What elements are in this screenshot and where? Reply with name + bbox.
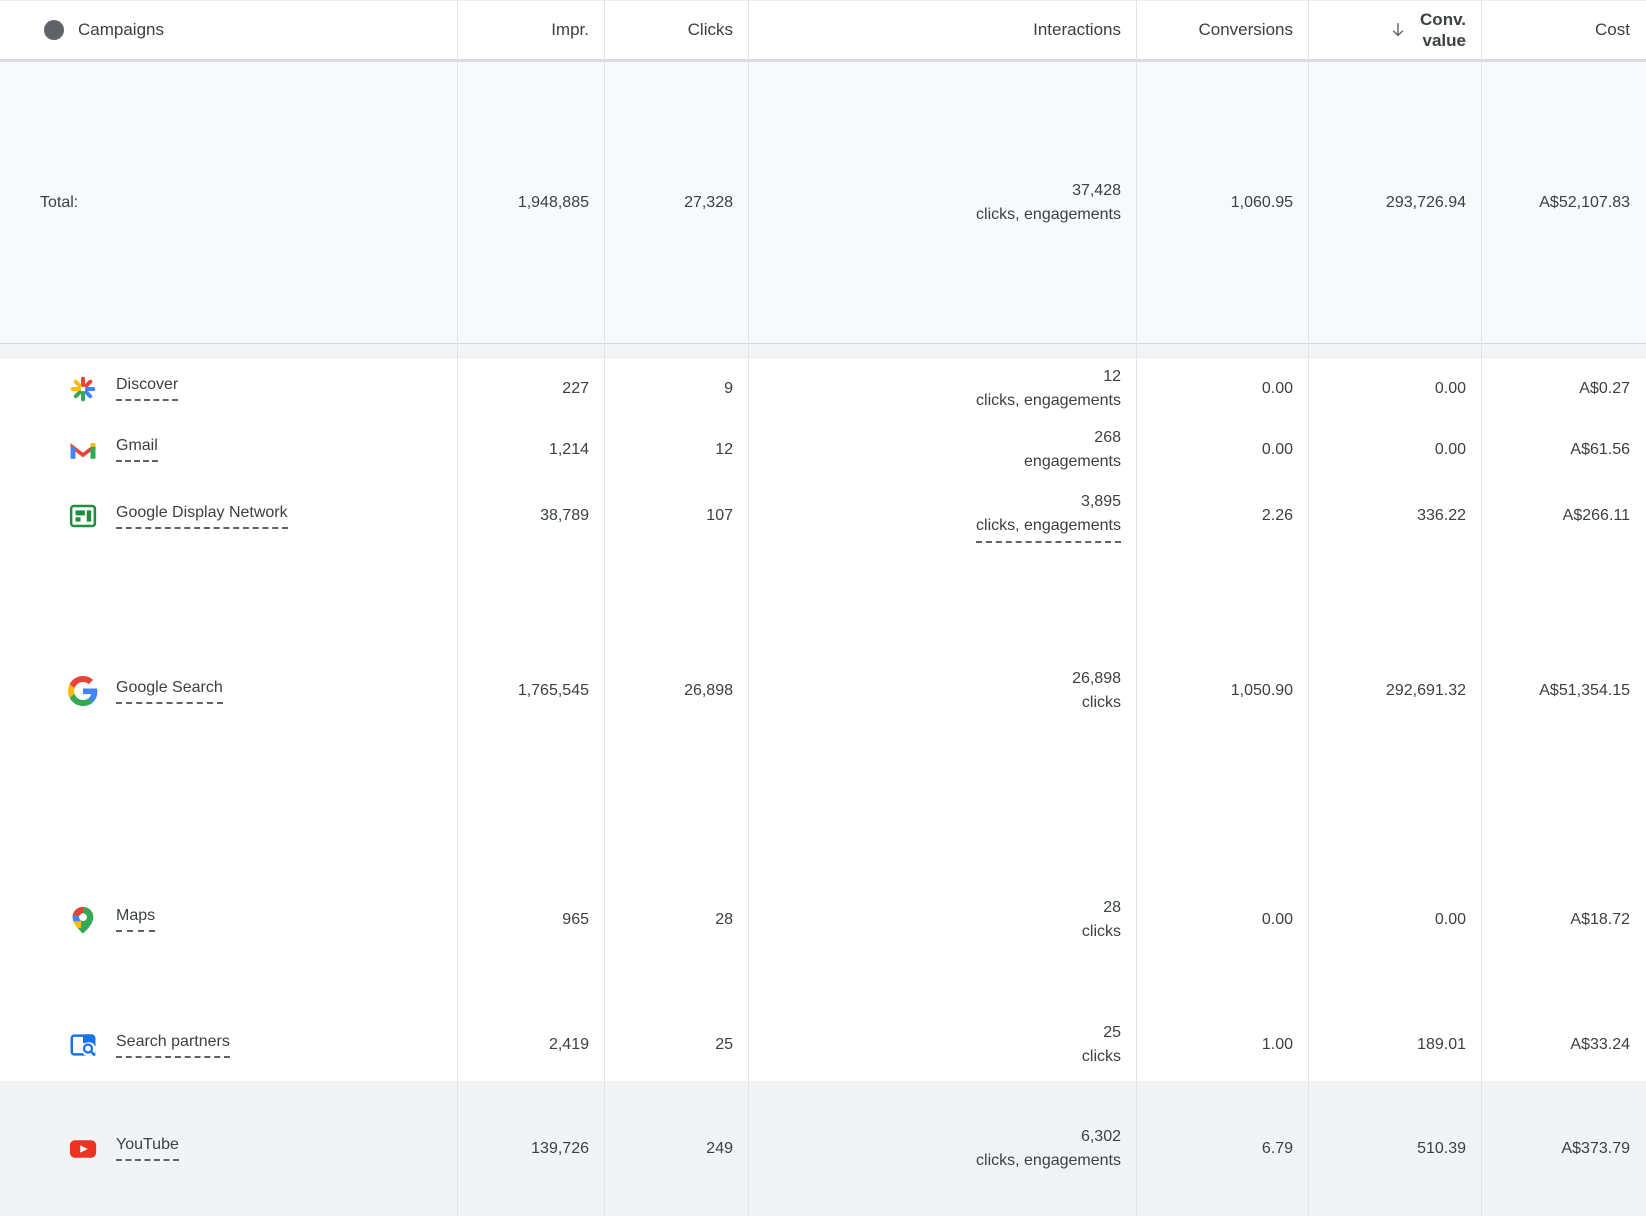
cost-value: A$51,354.15	[1539, 682, 1630, 699]
column-divider	[457, 0, 458, 1216]
network-cell: Gmail	[0, 419, 458, 480]
impressions-value: 2,419	[548, 1036, 589, 1053]
google-maps-icon	[68, 905, 98, 935]
interactions-value: 3,895 clicks, engagements	[749, 480, 1137, 552]
clicks-value: 249	[706, 1139, 733, 1157]
conversions-value: 2.26	[1261, 507, 1293, 524]
conv-value-value: 292,691.32	[1385, 682, 1466, 699]
conv-value-value: 0.00	[1434, 440, 1466, 458]
gmail-icon	[68, 435, 98, 465]
impressions-value: 139,726	[531, 1139, 589, 1157]
impressions-value: 227	[562, 379, 589, 397]
network-cell: YouTube	[0, 1081, 458, 1216]
clicks-value: 107	[706, 507, 733, 524]
total-conversions: 1,060.95	[1230, 193, 1293, 211]
total-cost: A$52,107.83	[1539, 193, 1630, 211]
interactions-detail-link[interactable]: clicks, engagements	[976, 514, 1121, 543]
total-row: Total: 1,948,885 27,328 37,428 clicks, e…	[0, 62, 1646, 343]
cost-value: A$61.56	[1570, 440, 1630, 458]
clicks-value: 25	[715, 1036, 733, 1053]
impressions-value: 1,765,545	[517, 682, 589, 699]
network-cell: Discover	[0, 358, 458, 419]
conversions-value: 0.00	[1261, 910, 1293, 928]
header-clicks[interactable]: Clicks	[687, 20, 733, 39]
header-conversions[interactable]: Conversions	[1198, 20, 1294, 39]
cost-value: A$373.79	[1561, 1139, 1630, 1157]
column-divider	[604, 0, 605, 1216]
column-divider	[1481, 0, 1482, 1216]
header-cost[interactable]: Cost	[1595, 20, 1630, 39]
network-link[interactable]: Google Display Network	[116, 504, 288, 529]
table-row-discover: Discover 227 9 12 clicks, engagements 0.…	[0, 358, 1646, 419]
conversions-value: 1,050.90	[1230, 682, 1293, 699]
conv-value-value: 0.00	[1434, 379, 1466, 397]
arrow-down-icon	[1388, 20, 1408, 40]
cost-value: A$33.24	[1570, 1036, 1630, 1053]
network-cell: Google Display Network	[0, 480, 458, 552]
discover-icon	[68, 374, 98, 404]
interactions-value: 12 clicks, engagements	[976, 367, 1121, 409]
network-cell: Google Search	[0, 552, 458, 830]
table-header: Campaigns Impr. Clicks Interactions Conv…	[0, 0, 1646, 62]
interactions-value: 28 clicks	[1081, 898, 1121, 940]
column-divider	[1308, 0, 1309, 1216]
conv-value-value: 189.01	[1417, 1036, 1466, 1053]
header-conv-value[interactable]: Conv. value	[1309, 1, 1482, 59]
header-impressions[interactable]: Impr.	[551, 20, 589, 39]
total-interactions: 37,428 clicks, engagements	[976, 181, 1121, 223]
table-row-google-search: Google Search 1,765,545 26,898 26,898 cl…	[0, 552, 1646, 830]
column-divider	[748, 0, 749, 1216]
conversions-value: 1.00	[1261, 1036, 1293, 1053]
network-cell: Maps	[0, 830, 458, 1009]
network-link[interactable]: Discover	[116, 376, 179, 401]
conv-value-value: 510.39	[1417, 1139, 1466, 1157]
network-link[interactable]: Search partners	[116, 1033, 230, 1058]
cost-value: A$266.11	[1562, 507, 1630, 524]
table-row-gmail: Gmail 1,214 12 268 engagements 0.00 0.00…	[0, 419, 1646, 480]
table-row-google-display-network: Google Display Network 38,789 107 3,895 …	[0, 480, 1646, 552]
interactions-value: 6,302 clicks, engagements	[976, 1127, 1121, 1169]
network-cell: Search partners	[0, 1009, 458, 1081]
network-link[interactable]: Gmail	[116, 437, 158, 462]
total-clicks: 27,328	[684, 193, 733, 211]
interactions-value: 25 clicks	[1081, 1024, 1121, 1065]
conv-value-value: 0.00	[1434, 910, 1466, 928]
header-campaigns[interactable]: Campaigns	[0, 1, 458, 59]
total-label: Total:	[40, 193, 79, 211]
cost-value: A$0.27	[1579, 379, 1630, 397]
clicks-value: 12	[715, 440, 733, 458]
column-divider	[1136, 0, 1137, 1216]
conv-value-header-label: Conv. value	[1420, 10, 1466, 50]
cost-value: A$18.72	[1570, 910, 1630, 928]
search-partners-icon	[68, 1030, 98, 1060]
network-link[interactable]: Maps	[116, 907, 156, 932]
circle-icon	[44, 20, 64, 40]
total-impressions: 1,948,885	[517, 193, 589, 211]
table-row-search-partners: Search partners 2,419 25 25 clicks 1.00 …	[0, 1009, 1646, 1081]
impressions-value: 965	[562, 910, 589, 928]
google-display-network-icon	[68, 501, 98, 531]
network-link[interactable]: Google Search	[116, 679, 223, 704]
section-divider	[0, 343, 1646, 358]
interactions-value: 268 engagements	[1024, 428, 1121, 470]
network-link[interactable]: YouTube	[116, 1136, 179, 1161]
conversions-value: 6.79	[1261, 1139, 1293, 1157]
google-search-icon	[68, 676, 98, 706]
campaigns-header-label: Campaigns	[78, 20, 164, 39]
header-interactions[interactable]: Interactions	[1033, 20, 1121, 39]
total-conv-value: 293,726.94	[1385, 193, 1466, 211]
clicks-value: 26,898	[684, 682, 733, 699]
conv-value-value: 336.22	[1417, 507, 1466, 524]
table-row-maps: Maps 965 28 28 clicks 0.00 0.00 A$18.72	[0, 830, 1646, 1009]
conversions-value: 0.00	[1261, 379, 1293, 397]
conversions-value: 0.00	[1261, 440, 1293, 458]
clicks-value: 9	[724, 379, 733, 397]
youtube-icon	[68, 1134, 98, 1164]
table-row-youtube: YouTube 139,726 249 6,302 clicks, engage…	[0, 1081, 1646, 1216]
impressions-value: 38,789	[540, 507, 589, 524]
interactions-value: 26,898 clicks	[1072, 670, 1121, 711]
clicks-value: 28	[715, 910, 733, 928]
impressions-value: 1,214	[548, 440, 589, 458]
